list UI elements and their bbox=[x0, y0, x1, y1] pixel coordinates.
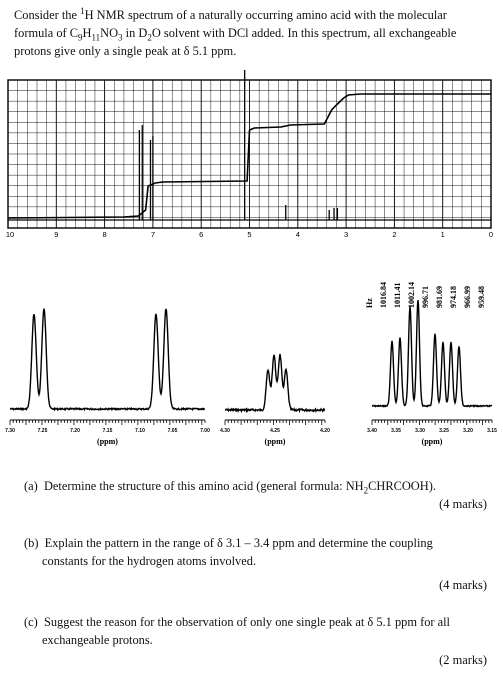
inset-aromatic-trace bbox=[9, 308, 205, 412]
hz-value-label: 1002.14 bbox=[407, 282, 416, 308]
inset-ppm-label: (ppm) bbox=[97, 437, 118, 446]
main-peaks bbox=[138, 70, 339, 220]
question-b-marks: (4 marks) bbox=[439, 578, 487, 592]
inset-tick-label: 3.30 bbox=[415, 428, 425, 434]
question-b-line-1: (b) Explain the pattern in the range of … bbox=[24, 536, 433, 550]
inset-axes: 7.30 7.25 7.20 7.15 7.10 7.05 7.00 (ppm) 4.30 4.2… bbox=[5, 419, 497, 446]
ppm-axis-labels: 10 9 8 7 6 5 4 3 2 1 0 bbox=[6, 230, 493, 239]
inset-beta-trace bbox=[371, 300, 493, 408]
inset-tick-label: 3.40 bbox=[367, 428, 377, 434]
axis-tick-label: 4 bbox=[296, 230, 300, 239]
spectrum-grid bbox=[7, 80, 492, 228]
question-c: (c) Suggest the reason for the observati… bbox=[24, 613, 479, 649]
inset-tick-label: 3.35 bbox=[391, 428, 401, 434]
question-a-text: (a) Determine the structure of this amin… bbox=[24, 479, 436, 496]
axis-tick-label: 6 bbox=[199, 230, 203, 239]
question-c-line-1: (c) Suggest the reason for the observati… bbox=[24, 615, 450, 629]
inset-tick-label: 4.20 bbox=[320, 428, 330, 434]
inset-tick-label: 4.30 bbox=[220, 428, 230, 434]
question-a-marks: (4 marks) bbox=[439, 497, 487, 511]
intro-line-1: Consider the 1H NMR spectrum of a natura… bbox=[14, 5, 447, 22]
axis-tick-label: 9 bbox=[54, 230, 58, 239]
inset-tick-label: 3.25 bbox=[439, 428, 449, 434]
integral-trace bbox=[7, 93, 491, 219]
hz-value-labels: Hz 1016.84 1011.41 1002.14 996.71 981.69 974.1… bbox=[365, 282, 486, 308]
inset-alpha-trace bbox=[224, 353, 326, 414]
axis-tick-label: 2 bbox=[392, 230, 396, 239]
inset-tick-label: 7.00 bbox=[200, 428, 210, 434]
inset-tick-label: 7.15 bbox=[103, 428, 113, 434]
intro-line-3: protons give only a single peak at δ 5.1… bbox=[14, 44, 237, 58]
inset-tick-label: 4.25 bbox=[270, 428, 280, 434]
hz-value-label: 1011.41 bbox=[393, 282, 402, 308]
axis-tick-label: 5 bbox=[247, 230, 251, 239]
question-intro: Consider the 1H NMR spectrum of a natura… bbox=[14, 6, 492, 60]
inset-axis-beta: 3.40 3.35 3.30 3.25 3.20 3.15 (ppm) bbox=[367, 419, 497, 446]
axis-tick-label: 0 bbox=[489, 230, 493, 239]
inset-tick-label: 3.20 bbox=[463, 428, 473, 434]
question-b: (b) Explain the pattern in the range of … bbox=[24, 534, 479, 570]
nmr-spectrum-figure: 10 9 8 7 6 5 4 3 2 1 0 Hz 1016.84 1011.41 1002.14 996.… bbox=[5, 70, 497, 446]
hz-value-label: 974.18 bbox=[449, 286, 458, 308]
inset-tick-label: 7.05 bbox=[168, 428, 178, 434]
inset-tick-label: 7.25 bbox=[38, 428, 48, 434]
question-b-line-2: constants for the hydrogen atoms involve… bbox=[42, 554, 257, 568]
question-c-marks: (2 marks) bbox=[439, 653, 487, 667]
hz-unit-label: Hz bbox=[365, 298, 374, 308]
inset-axis-alpha: 4.30 4.25 4.20 (ppm) bbox=[220, 419, 330, 446]
inset-ppm-label: (ppm) bbox=[265, 437, 286, 446]
inset-axis-aromatic: 7.30 7.25 7.20 7.15 7.10 7.05 7.00 (ppm) bbox=[5, 419, 210, 446]
question-a: (a) Determine the structure of this amin… bbox=[24, 477, 479, 495]
axis-tick-label: 1 bbox=[441, 230, 445, 239]
hz-value-label: 981.69 bbox=[435, 286, 444, 308]
hz-value-label: 966.99 bbox=[463, 286, 472, 308]
hz-value-label: 996.71 bbox=[421, 286, 430, 308]
axis-tick-label: 7 bbox=[151, 230, 155, 239]
hz-value-label: 1016.84 bbox=[379, 282, 388, 308]
intro-line-2: formula of C9H11NO3 in D2O solvent with … bbox=[14, 26, 457, 43]
inset-tick-label: 7.30 bbox=[5, 428, 15, 434]
hz-value-label: 959.48 bbox=[477, 286, 486, 308]
inset-tick-label: 7.10 bbox=[135, 428, 145, 434]
axis-tick-label: 8 bbox=[103, 230, 107, 239]
axis-tick-label: 3 bbox=[344, 230, 348, 239]
question-c-line-2: exchangeable protons. bbox=[42, 633, 153, 647]
inset-ppm-label: (ppm) bbox=[422, 437, 443, 446]
axis-tick-label: 10 bbox=[6, 230, 14, 239]
inset-tick-label: 3.15 bbox=[487, 428, 497, 434]
inset-tick-label: 7.20 bbox=[70, 428, 80, 434]
